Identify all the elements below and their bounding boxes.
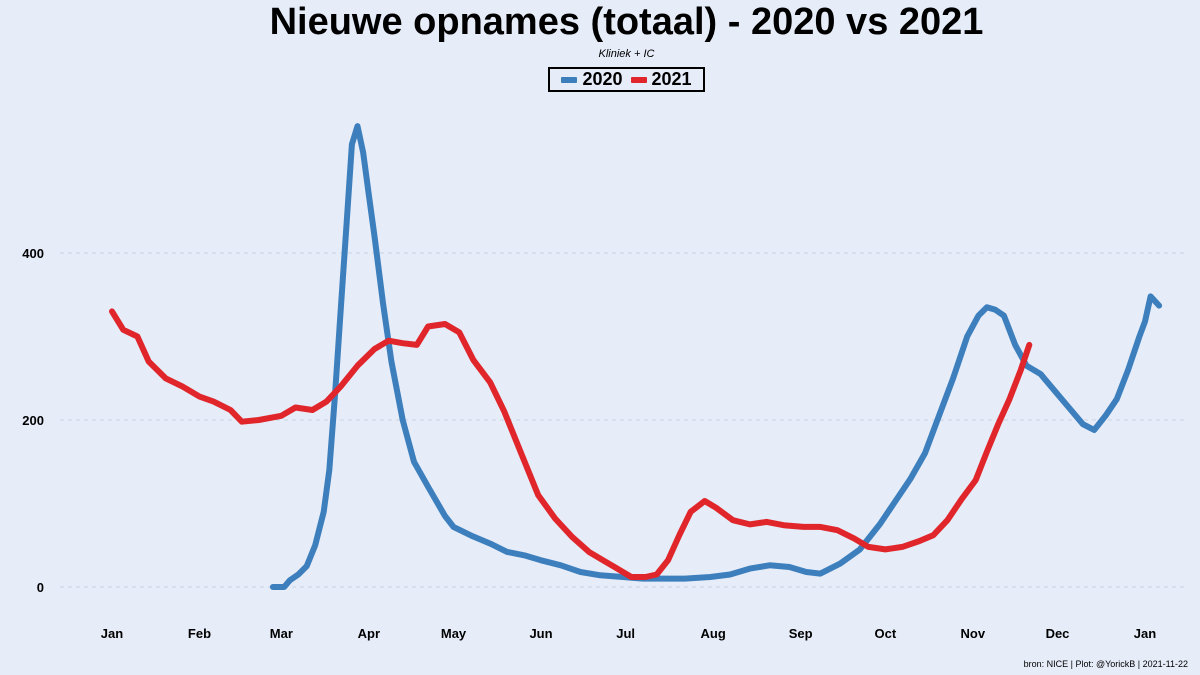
legend-label-2021: 2021 xyxy=(651,69,692,89)
axis-layer: 0 200 400 Jan Feb Mar Apr May Jun Jul Aug Sep Oct Nov… xyxy=(22,246,1156,641)
legend-item-2020: 2020 xyxy=(561,69,623,90)
x-tick-label: Jun xyxy=(529,626,552,641)
x-tick-label: Mar xyxy=(270,626,293,641)
series-layer xyxy=(109,123,1163,590)
y-tick-label: 200 xyxy=(22,413,44,428)
legend-swatch-2021 xyxy=(630,76,647,83)
x-tick-label: Jan xyxy=(1134,626,1156,641)
x-tick-label: Dec xyxy=(1046,626,1070,641)
series-line-2020 xyxy=(269,123,1163,590)
legend-item-2021: 2021 xyxy=(630,69,692,90)
legend-label-2020: 2020 xyxy=(582,69,623,89)
grid-layer xyxy=(60,252,1185,588)
series-line-2021 xyxy=(109,308,1033,580)
legend: 2020 2021 xyxy=(548,67,705,92)
x-tick-label: Jan xyxy=(101,626,123,641)
x-tick-label: Jul xyxy=(616,626,635,641)
x-tick-label: May xyxy=(441,626,467,641)
y-tick-label: 0 xyxy=(37,580,44,595)
x-tick-label: Oct xyxy=(875,626,897,641)
x-tick-label: Sep xyxy=(789,626,813,641)
caption: bron: NICE | Plot: @YorickB | 2021-11-22 xyxy=(1023,659,1188,669)
x-tick-label: Aug xyxy=(701,626,726,641)
chart-subtitle: Kliniek + IC xyxy=(598,48,655,60)
x-tick-label: Feb xyxy=(188,626,211,641)
x-tick-label: Apr xyxy=(358,626,380,641)
legend-swatch-2020 xyxy=(561,76,578,83)
y-tick-label: 400 xyxy=(22,246,44,261)
chart-title: Nieuwe opnames (totaal) - 2020 vs 2021 xyxy=(269,1,984,43)
x-tick-label: Nov xyxy=(961,626,986,641)
